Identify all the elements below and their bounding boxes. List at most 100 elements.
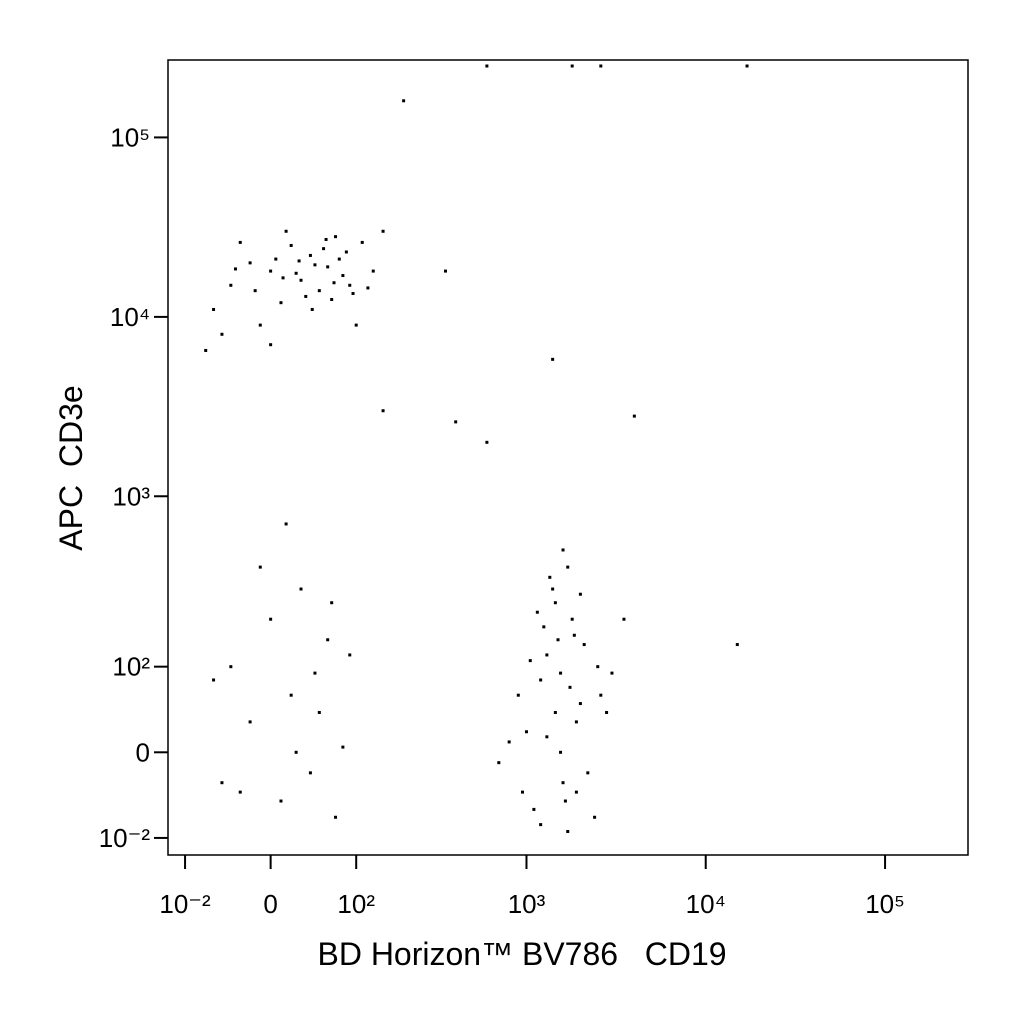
dot — [220, 781, 224, 785]
dot — [308, 253, 312, 257]
dot — [574, 720, 578, 724]
dot — [545, 653, 549, 657]
dot — [279, 301, 283, 305]
dot — [326, 638, 330, 642]
y-tick-label: 10² — [112, 652, 150, 682]
dot — [313, 263, 317, 267]
dot — [568, 685, 572, 689]
dot — [507, 740, 511, 744]
dot — [539, 678, 543, 682]
dot — [229, 665, 233, 669]
dot — [360, 240, 364, 244]
dot — [556, 638, 560, 642]
dot — [253, 289, 257, 293]
y-tick-label: 10⁴ — [110, 302, 150, 332]
dot — [561, 548, 565, 552]
dot — [281, 276, 285, 280]
dot — [566, 829, 570, 833]
dot — [299, 587, 303, 591]
y-axis-label: APC CD3e — [53, 385, 89, 550]
dot — [553, 601, 557, 605]
dot — [354, 323, 358, 327]
dot — [599, 64, 603, 68]
y-tick-label: 10⁻² — [99, 823, 151, 853]
dot — [559, 671, 563, 675]
dot — [274, 257, 278, 261]
x-tick-label: 10³ — [508, 889, 546, 919]
dot — [337, 257, 341, 261]
dot — [563, 799, 567, 803]
dot — [212, 307, 216, 311]
dot — [322, 247, 326, 251]
dot — [269, 617, 273, 621]
dot — [284, 522, 288, 526]
dot — [622, 617, 626, 621]
dot — [284, 229, 288, 233]
dot — [366, 286, 370, 290]
dot — [258, 323, 262, 327]
dot — [297, 259, 301, 263]
dot — [334, 235, 338, 239]
dot — [341, 274, 345, 278]
dot — [551, 587, 555, 591]
dot — [332, 281, 336, 285]
dot — [248, 261, 252, 265]
dot — [238, 240, 242, 244]
dot — [745, 64, 749, 68]
dot — [238, 790, 242, 794]
dot — [539, 823, 543, 827]
dot — [344, 250, 348, 254]
dot — [248, 720, 252, 724]
dot — [528, 659, 532, 663]
dot — [443, 269, 447, 273]
dot — [566, 565, 570, 569]
dot — [561, 781, 565, 785]
dot — [553, 710, 557, 714]
dot — [258, 565, 262, 569]
dot — [632, 414, 636, 418]
dot — [289, 693, 293, 697]
y-tick-label: 10³ — [112, 481, 150, 511]
dot — [605, 710, 609, 714]
dot — [289, 243, 293, 247]
plot-frame — [167, 59, 969, 856]
dot — [330, 298, 334, 302]
dot — [596, 665, 600, 669]
dot — [559, 750, 563, 754]
y-tick-label: 0 — [136, 737, 150, 767]
dot — [304, 294, 308, 298]
x-axis-label: BD Horizon™ BV786 CD19 — [317, 936, 726, 972]
dot — [593, 815, 597, 819]
dot — [516, 693, 520, 697]
dot — [351, 292, 355, 296]
dot — [599, 693, 603, 697]
dot — [485, 64, 489, 68]
dot — [520, 790, 524, 794]
dot — [371, 269, 375, 273]
dot — [326, 265, 330, 269]
dot — [348, 653, 352, 657]
dot — [220, 332, 224, 336]
dot — [735, 643, 739, 647]
dot — [229, 283, 233, 287]
dot — [313, 671, 317, 675]
dot — [542, 625, 546, 629]
dot — [233, 267, 237, 271]
dot — [381, 229, 385, 233]
x-tick-label: 0 — [263, 889, 277, 919]
dot — [572, 633, 576, 637]
dot — [381, 409, 385, 413]
dot — [330, 601, 334, 605]
x-tick-label: 10⁴ — [686, 889, 726, 919]
dot — [334, 815, 338, 819]
dot — [299, 278, 303, 282]
dot — [308, 771, 312, 775]
dot — [532, 807, 536, 811]
dot — [524, 730, 528, 734]
dot — [578, 702, 582, 706]
dot — [324, 237, 328, 241]
dot — [294, 750, 298, 754]
x-tick-label: 10⁻² — [159, 889, 211, 919]
dot — [402, 99, 406, 103]
